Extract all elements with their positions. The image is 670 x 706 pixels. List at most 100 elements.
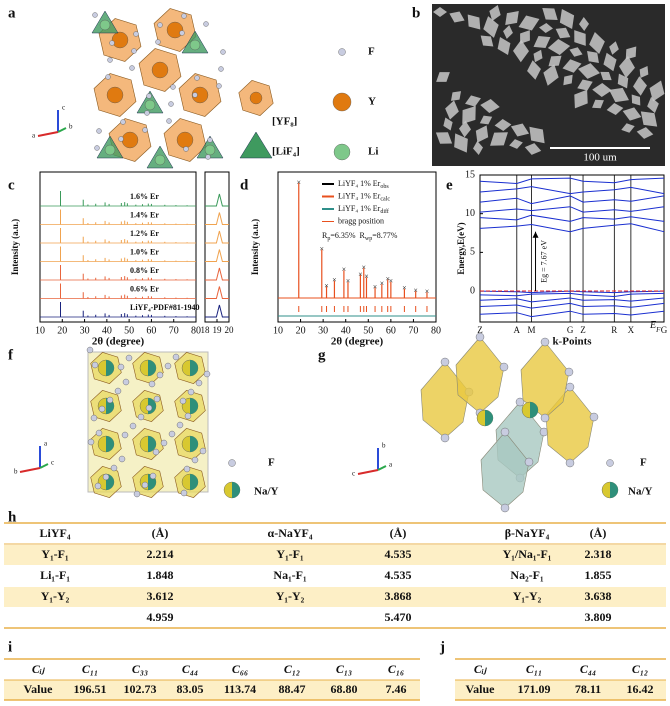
crystal	[480, 35, 494, 47]
table-cell: 7.46	[386, 682, 407, 696]
f-atom	[166, 118, 172, 124]
axis-arrow	[37, 131, 59, 137]
x-tick-label: 70	[408, 325, 418, 336]
series-label: 1.4% Er	[130, 210, 159, 219]
crystal	[587, 51, 599, 63]
y-tick-label: 5	[470, 247, 475, 258]
panel-label: h	[8, 509, 17, 525]
x-tick-label: 70	[169, 325, 179, 336]
f-atom	[500, 503, 510, 513]
li-atom	[189, 39, 201, 51]
crystal	[589, 32, 605, 54]
legend-polyhedron	[239, 131, 273, 159]
f-atom	[122, 378, 130, 386]
f-atom	[117, 363, 125, 371]
table-cell: C₁₂	[284, 662, 300, 676]
panel-label: d	[240, 177, 249, 193]
f-atom	[170, 84, 176, 90]
f-atom	[207, 137, 213, 143]
f-atom	[500, 427, 510, 437]
li-atom	[99, 19, 111, 31]
row-band	[4, 587, 666, 607]
legend-atom	[249, 91, 263, 105]
f-atom	[98, 405, 106, 413]
inset-peak	[205, 212, 229, 225]
table-cell: Y₁-Y₂	[41, 589, 70, 603]
series-label: 1.6% Er	[130, 192, 159, 201]
nay-atom-half	[190, 436, 198, 452]
obs-marker: ×	[346, 277, 351, 286]
f-atom	[129, 65, 135, 71]
table-cell: C₃₃	[132, 662, 148, 676]
f-atom	[118, 455, 126, 463]
plot-frame	[479, 174, 665, 323]
legend-atom-half	[610, 482, 618, 498]
crystal	[520, 30, 530, 44]
table-cell: Li₁-F₁	[40, 568, 70, 582]
obs-marker: ×	[389, 277, 394, 286]
plot-frame	[277, 171, 437, 323]
crystal	[539, 23, 553, 33]
x-tick-label: 20	[296, 325, 306, 336]
f-atom	[187, 388, 195, 396]
f-atom	[114, 387, 122, 395]
crystal	[592, 99, 604, 109]
k-point-label: M	[528, 325, 536, 335]
k-point-label: A	[514, 325, 521, 335]
axis-name: c	[352, 470, 355, 478]
crystal	[524, 143, 542, 155]
crystal	[543, 64, 559, 86]
axis-name: a	[32, 132, 36, 140]
fit-text: =6.35%	[330, 231, 356, 240]
table-cell: (Å)	[390, 526, 407, 540]
table-cell: 171.09	[518, 682, 551, 696]
panel-label: j	[439, 639, 445, 655]
crystal	[633, 76, 647, 96]
nay-atom-half	[106, 436, 114, 452]
f-atom	[86, 346, 94, 354]
legend-label: LiYF₄ 1% Erdiff	[338, 204, 389, 216]
f-atom	[129, 422, 137, 430]
axis-arrow	[39, 463, 49, 469]
f-atom	[90, 414, 98, 422]
table-cell: 1.848	[147, 568, 174, 582]
table-cell: C₁₂	[632, 662, 648, 676]
atom-label: Na/Y	[254, 486, 279, 498]
legend-atom	[332, 92, 352, 112]
f-atom	[94, 482, 102, 490]
x-tick-label: 80	[431, 325, 441, 336]
x-tick-label: 20	[225, 325, 235, 335]
plot-frame	[39, 171, 197, 323]
crystal	[600, 71, 612, 81]
f-atom	[183, 465, 191, 473]
axis-name: a	[389, 461, 393, 469]
table-cell: 68.80	[331, 682, 358, 696]
legend-text: bragg position	[338, 216, 384, 225]
axis-name: b	[382, 442, 386, 450]
f-atom	[87, 438, 95, 446]
legend-label: LiYF₄ 1% Erobs	[338, 179, 389, 191]
crystal	[518, 15, 540, 31]
crystal	[529, 126, 545, 144]
x-axis-label: 2θ (degree)	[331, 336, 384, 348]
k-point-label: G	[661, 325, 668, 335]
table-cell: Na₂-F₁	[510, 568, 544, 582]
table-cell: 83.05	[177, 682, 204, 696]
panel-label: f	[8, 347, 14, 363]
table-cell: Y₁-F₁	[41, 547, 69, 561]
f-atom	[160, 439, 168, 447]
li-atom	[154, 154, 166, 166]
axis-name: b	[14, 468, 18, 476]
series-label: 0.8% Er	[130, 266, 159, 275]
fit-text: R	[360, 231, 366, 240]
table-cell: Na₁-F₁	[273, 568, 307, 582]
panel-label: b	[412, 5, 420, 21]
f-atom	[218, 66, 224, 72]
fit-text: R	[322, 231, 328, 240]
li-atom	[104, 144, 116, 156]
legend-atom	[333, 143, 351, 161]
inset-peak	[205, 304, 229, 318]
f-atom	[107, 57, 113, 63]
crystal	[459, 120, 471, 138]
